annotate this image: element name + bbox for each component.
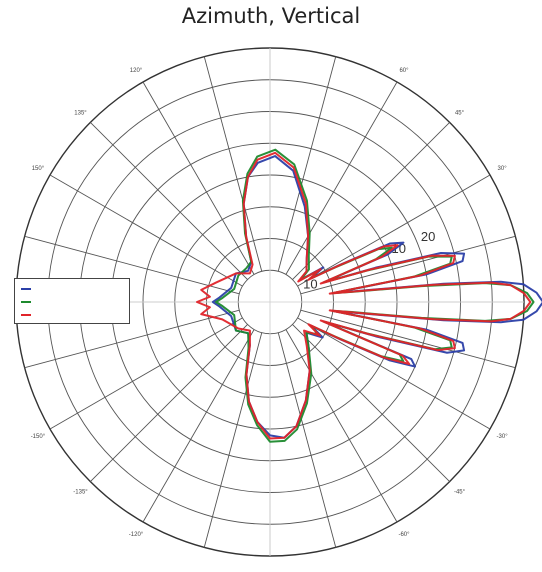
grid-spoke — [203, 332, 263, 548]
grid-spoke — [297, 174, 491, 287]
grid-spoke — [24, 235, 240, 295]
grid-spoke — [292, 122, 450, 280]
grid-spoke — [285, 81, 398, 275]
grid-spoke — [90, 324, 248, 482]
grid-spoke — [49, 317, 243, 430]
angle-tick-label: -150° — [31, 434, 46, 440]
angle-tick-label: -120° — [129, 532, 144, 538]
angle-tick-label: 135° — [74, 111, 87, 117]
grid-spoke — [142, 81, 255, 275]
grid-spoke — [277, 56, 337, 272]
grid-spoke — [49, 174, 243, 287]
chart-title: Azimuth, Vertical — [181, 4, 361, 28]
grid-spoke — [203, 56, 263, 272]
legend-swatch-1 — [21, 288, 31, 290]
grid-spoke — [277, 332, 337, 548]
angle-tick-label: 60° — [399, 68, 409, 74]
grid-spoke — [297, 317, 491, 430]
grid-spoke — [292, 324, 450, 482]
angle-tick-label: -30° — [497, 434, 509, 440]
series-line-2 — [215, 148, 535, 443]
angle-tick-label: 45° — [455, 111, 465, 117]
grid-spoke — [24, 309, 240, 369]
radial-tick-label: 20 — [421, 229, 435, 244]
grid-spoke — [285, 329, 398, 523]
grid-spoke — [90, 122, 248, 280]
series-line-3 — [195, 151, 532, 440]
angle-tick-label: -135° — [73, 490, 88, 496]
angle-tick-label: 120° — [130, 68, 143, 74]
radial-tick-label: 10 — [303, 277, 317, 292]
grid-spoke — [300, 235, 516, 295]
series-layer — [195, 148, 542, 443]
angle-tick-label: 150° — [32, 166, 45, 172]
legend-swatch-2 — [21, 301, 31, 303]
grid-spoke — [142, 329, 255, 523]
grid-spoke — [300, 309, 516, 369]
legend — [14, 278, 130, 324]
legend-swatch-3 — [21, 314, 31, 316]
angle-tick-label: -60° — [398, 532, 410, 538]
angle-tick-label: -45° — [454, 490, 466, 496]
angle-tick-label: 30° — [498, 166, 508, 172]
angle-tick-labels: 120° 135° 150° 60° 45° 30° -150° -135° -120° -30°… — [31, 68, 509, 538]
